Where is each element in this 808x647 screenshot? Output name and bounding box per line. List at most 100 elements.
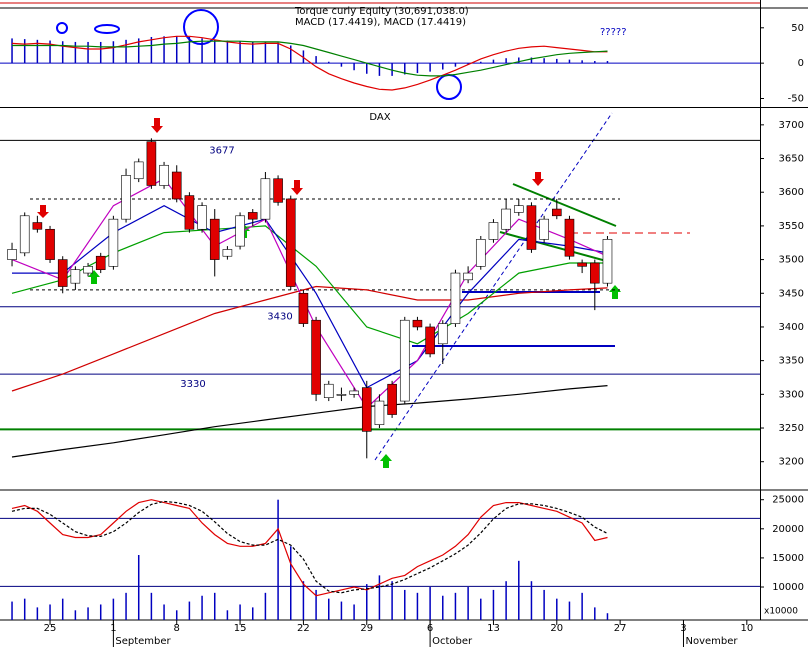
histogram-bar — [606, 61, 609, 64]
month-label: September — [115, 636, 171, 647]
histogram-bar — [518, 57, 520, 64]
x-tick-label: 13 — [487, 623, 500, 634]
volume-bar — [378, 575, 381, 620]
volume-bar — [49, 604, 51, 620]
histogram-bar — [556, 58, 558, 64]
histogram-bar — [467, 63, 469, 65]
candle-body — [589, 262, 600, 284]
volume-bar — [87, 607, 89, 620]
histogram-bar — [74, 41, 77, 64]
candle-body — [399, 319, 410, 402]
volume-bar — [125, 592, 127, 620]
candle-body — [336, 394, 347, 396]
series-line — [11, 500, 608, 594]
histogram-bar — [340, 63, 343, 67]
candle-body — [323, 383, 334, 399]
histogram-bar — [239, 41, 241, 64]
histogram-bar — [353, 63, 355, 71]
candle-body — [374, 400, 385, 425]
volume-bar — [74, 610, 77, 620]
y-tick-label: 10000 — [772, 582, 804, 593]
volume-bar — [175, 610, 178, 620]
y-tick-label: 25000 — [772, 495, 804, 506]
histogram-bar — [581, 60, 583, 64]
volume-bar — [99, 604, 102, 620]
volume-bar — [480, 598, 482, 620]
volume-bar — [11, 601, 13, 620]
y-tick-label: -50 — [788, 94, 804, 105]
candle-body — [602, 239, 613, 284]
volume-bar — [137, 555, 140, 620]
histogram-bar — [315, 56, 317, 64]
level-label: 3330 — [180, 379, 205, 390]
arrow — [37, 205, 49, 218]
volume-bar — [505, 581, 507, 620]
month-label: November — [685, 636, 738, 647]
arrow — [532, 172, 544, 186]
x-tick-label: 20 — [550, 623, 563, 634]
chart-title: DAX — [369, 112, 390, 123]
sell-arrows — [37, 118, 544, 218]
histogram-bar — [251, 41, 254, 64]
volume-bar — [289, 546, 292, 620]
y-tick-label: 3650 — [779, 154, 804, 165]
candle-body — [539, 218, 549, 240]
volume-bar — [302, 581, 305, 620]
histogram-bar — [404, 63, 406, 75]
histogram-bar — [87, 41, 89, 64]
histogram-bar — [480, 61, 482, 64]
circle — [94, 24, 120, 34]
histogram-bar — [49, 40, 51, 64]
candle-body — [197, 205, 207, 230]
candle-body — [57, 259, 68, 287]
candle-body — [285, 198, 296, 287]
x-tick-label: 10 — [740, 623, 753, 634]
candle-body — [526, 205, 537, 250]
y-tick-label: 0 — [798, 58, 804, 69]
histogram-bar — [188, 36, 191, 64]
candle-body — [513, 205, 524, 213]
candle-body — [7, 249, 17, 260]
candle-body — [146, 141, 157, 186]
histogram-bar — [442, 63, 444, 70]
series-line — [11, 499, 608, 597]
x-tick-label: 27 — [614, 623, 627, 634]
volume-bar — [366, 584, 368, 620]
volume-bar — [594, 607, 596, 620]
volume-bar — [404, 589, 406, 620]
arrow — [88, 270, 100, 284]
series-line — [11, 35, 608, 91]
macd-title: Torque curly Equity (30,691,038.0) — [294, 6, 469, 17]
candle-body — [475, 239, 486, 267]
histogram-bar — [137, 38, 140, 64]
histogram-bar — [201, 38, 203, 64]
volume-bar — [239, 604, 241, 620]
histogram-bar — [36, 39, 39, 64]
arrow — [151, 118, 163, 133]
candle-body — [247, 212, 258, 220]
arrow — [609, 285, 621, 299]
volume-bar — [530, 581, 533, 620]
volume-bar — [556, 598, 558, 620]
volume-bar — [251, 607, 254, 620]
histogram-bar — [23, 39, 26, 64]
y-tick-label: 3200 — [779, 457, 804, 468]
histogram-bar — [61, 41, 64, 64]
y-tick-label: 15000 — [772, 553, 804, 564]
candle-body — [235, 215, 245, 247]
candle-body — [564, 218, 575, 257]
x-tick-label: 29 — [360, 623, 373, 634]
y-tick-label: 3550 — [779, 221, 804, 232]
candle-body — [19, 215, 30, 254]
candle-body — [222, 249, 233, 257]
histogram-bar — [543, 58, 545, 64]
y-tick-label: 3500 — [779, 255, 804, 266]
volume-bar — [61, 598, 64, 620]
histogram-bar — [264, 41, 267, 64]
histogram-bar — [213, 39, 216, 64]
histogram-bar — [492, 59, 495, 64]
level-label: 3677 — [209, 145, 234, 156]
x-tick-label: 8 — [174, 623, 180, 634]
